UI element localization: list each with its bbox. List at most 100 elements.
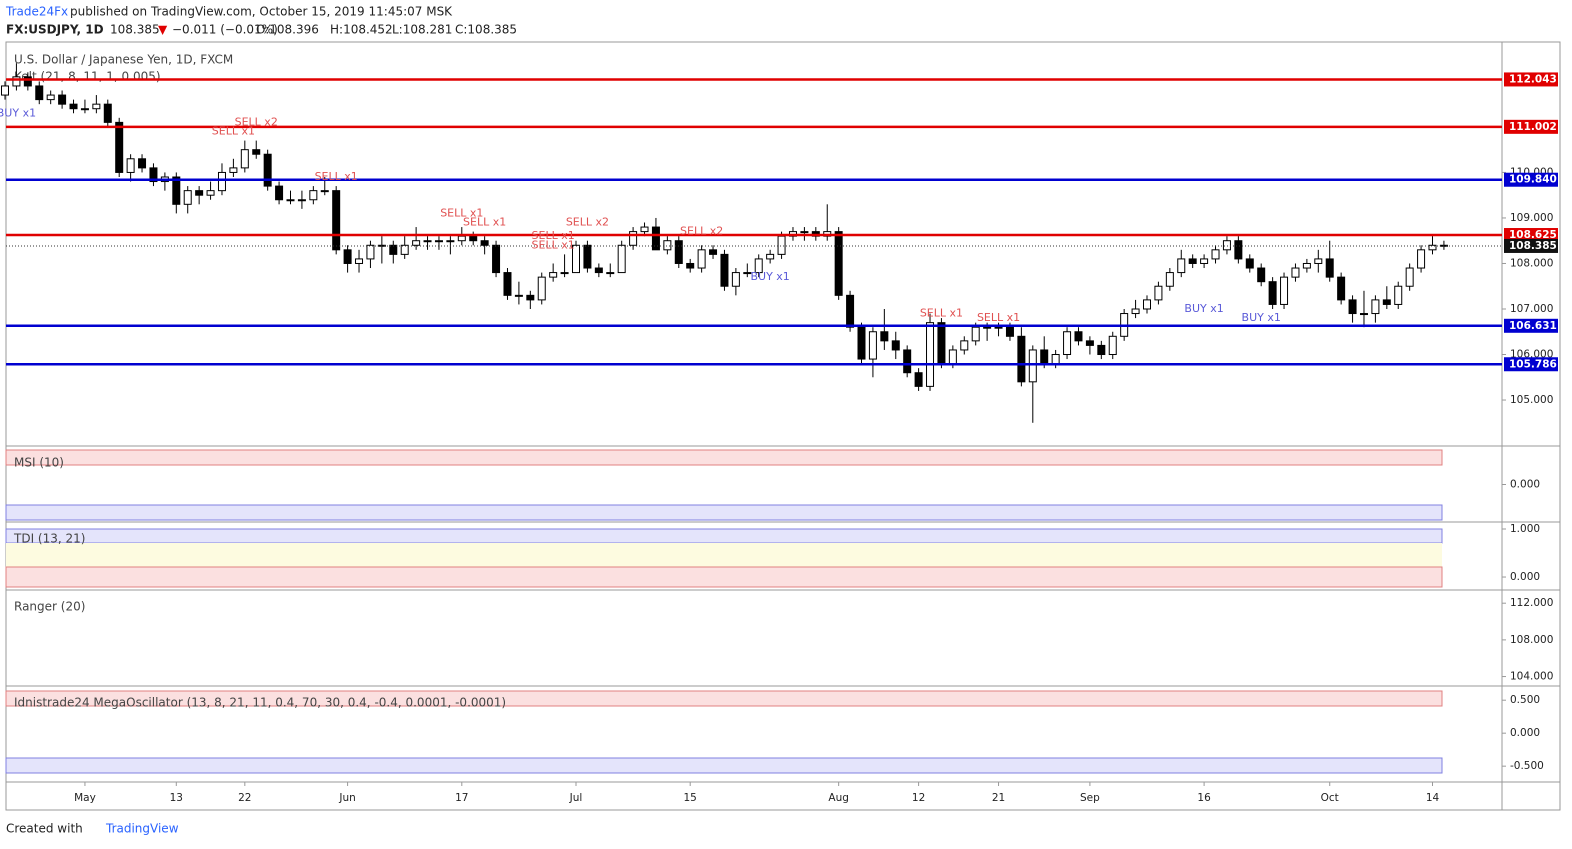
candle-body <box>309 190 318 201</box>
chart-title: U.S. Dollar / Japanese Yen, 1D, FXCM <box>14 53 233 67</box>
candle-body <box>1074 331 1083 342</box>
candle-body <box>1325 258 1334 278</box>
candle-body <box>366 244 375 260</box>
candle-body <box>46 94 55 101</box>
level-label: 106.631 <box>1509 320 1557 332</box>
x-tick-label: 15 <box>684 792 697 804</box>
author[interactable]: Trade24Fx <box>5 5 68 19</box>
signal-label: SELL x2 <box>566 216 609 229</box>
change: −0.011 (−0.01%) <box>172 23 278 37</box>
candle-body <box>206 190 215 196</box>
candle-body <box>583 244 592 269</box>
current-price-label: 108.385 <box>1509 240 1557 252</box>
candle-body <box>971 326 980 342</box>
candle-body <box>526 294 535 301</box>
signal-label: BUY x1 <box>0 106 36 119</box>
candle-body <box>103 103 112 123</box>
signal-label: SELL x1 <box>315 170 358 183</box>
candle-body <box>868 331 877 360</box>
candle-body <box>286 199 295 202</box>
candle-body <box>69 103 78 110</box>
candle-body <box>400 244 409 255</box>
candle-body <box>983 326 992 329</box>
x-tick-label: 13 <box>170 792 183 804</box>
candle-body <box>1 85 9 96</box>
level-label: 109.840 <box>1509 174 1557 186</box>
close: C:108.385 <box>455 23 517 37</box>
candle-body <box>23 76 32 87</box>
candle-body <box>1108 335 1117 356</box>
candle-body <box>412 240 421 246</box>
candle-body <box>92 103 101 110</box>
candle-body <box>846 294 855 328</box>
y-tick-label: 107.000 <box>1510 303 1553 315</box>
signal-label: SELL x1 <box>463 216 506 229</box>
candle-body <box>126 158 135 173</box>
candle-body <box>1428 244 1437 251</box>
candle-body <box>800 231 809 234</box>
x-tick-label: 14 <box>1426 792 1440 804</box>
candle-body <box>1131 308 1140 315</box>
candle-body <box>1359 313 1368 316</box>
candle-body <box>686 262 695 269</box>
pane-title: Ranger (20) <box>14 600 85 614</box>
candle-body <box>320 190 329 193</box>
candle-body <box>332 190 341 251</box>
x-tick-label: 22 <box>238 792 251 804</box>
candle-body <box>58 94 67 105</box>
x-tick-label: 21 <box>992 792 1005 804</box>
candle-body <box>766 253 775 260</box>
candle-body <box>355 258 364 264</box>
candle-body <box>1268 281 1277 305</box>
signal-label: BUY x1 <box>750 270 789 283</box>
current-price-tag <box>1504 238 1558 253</box>
candle-body <box>594 267 603 274</box>
candle-body <box>1028 349 1037 383</box>
candle-body <box>857 326 866 360</box>
candle-body <box>731 272 740 287</box>
candle-body <box>1097 344 1106 356</box>
created-with: Created with <box>6 822 83 836</box>
x-tick-label: Jun <box>338 792 355 804</box>
candle-body <box>674 240 683 264</box>
candle-body <box>1188 258 1197 264</box>
candle-body <box>229 167 238 173</box>
candle-body <box>891 340 900 351</box>
signal-label: SELL x1 <box>977 311 1020 324</box>
candle-body <box>937 322 946 365</box>
candle-body <box>480 240 489 246</box>
candle-body <box>640 226 649 233</box>
candle-body <box>834 231 843 296</box>
open: O:108.396 <box>256 23 319 37</box>
brand[interactable]: TradingView <box>105 822 179 836</box>
indicator-label: Kelt (21, 8, 11, 1, 0.005) <box>14 70 161 84</box>
level-label: 105.786 <box>1509 358 1557 370</box>
candle-body <box>617 244 626 274</box>
candle-body <box>1063 331 1072 356</box>
candle-body <box>903 349 912 374</box>
candle-body <box>1165 272 1174 287</box>
signal-label: SELL x2 <box>680 225 723 238</box>
y-tick-label: 105.000 <box>1510 394 1553 406</box>
candle-body <box>1154 285 1163 301</box>
signal-label: SELL x1 <box>212 124 255 137</box>
candle-body <box>629 231 638 246</box>
candle-body <box>183 190 192 205</box>
candle-body <box>1291 267 1300 278</box>
x-tick-label: Jul <box>569 792 583 804</box>
x-tick-label: 12 <box>912 792 925 804</box>
y-tick-label: 109.000 <box>1510 212 1553 224</box>
candle-body <box>1394 285 1403 305</box>
candle-body <box>195 190 204 196</box>
candle-body <box>138 158 147 169</box>
candle-body <box>1234 240 1243 260</box>
candle-body <box>446 240 455 243</box>
candle-body <box>537 276 546 301</box>
pane-title: Idnistrade24 MegaOscillator (13, 8, 21, … <box>14 696 506 710</box>
pane-title: TDI (13, 21) <box>13 532 85 546</box>
candle-body <box>754 258 763 274</box>
candle-body <box>663 240 672 251</box>
level-label: 108.625 <box>1509 229 1557 241</box>
y-tick-label: 108.000 <box>1510 257 1553 269</box>
